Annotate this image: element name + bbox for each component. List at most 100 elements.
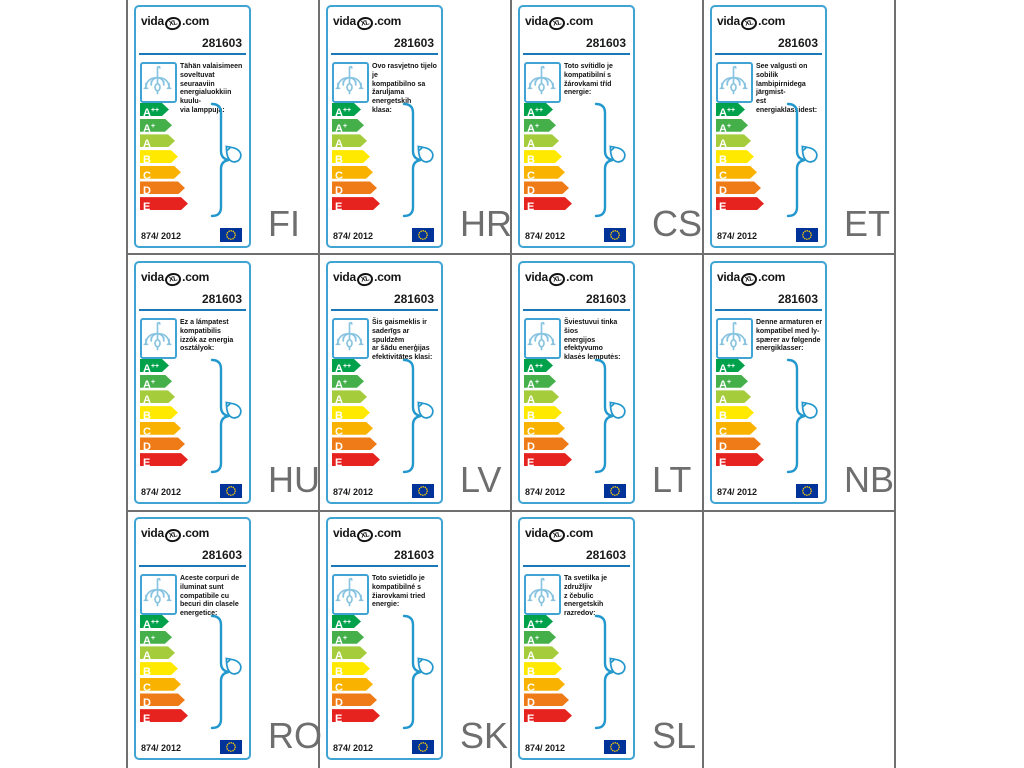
energy-class-letter: C [335,169,343,182]
energy-class-letter: D [143,441,151,454]
energy-class-arrow-C: C [524,166,565,179]
energy-label: vida XL .com 281603 [710,261,827,504]
energy-class-arrow-A+: A+ [140,375,172,388]
energy-class-arrow-C: C [716,422,757,435]
light-bulb-icon [609,401,626,419]
energy-class-letter: E [143,713,151,726]
energy-class-letter: C [719,425,727,438]
energy-class-sup: ++ [534,363,544,370]
energy-class-letter: A [143,107,151,119]
energy-class-letter: D [527,441,535,454]
energy-class-letter: A [527,634,535,647]
brand-pre: vida [525,14,548,28]
compatibility-text: Ta svetilka je združljiv z čebulic energ… [564,575,608,618]
energy-class-arrow-A+: A+ [524,375,556,388]
compatibility-text: See valgusti on sobilik lambipirnidega j… [756,63,818,114]
regulation-number: 874/ 2012 [525,487,566,497]
regulation-number: 874/ 2012 [141,743,182,753]
chandelier-icon [524,62,561,103]
vidaxl-logo: vida XL .com [141,270,209,288]
energy-class-arrow-A+: A+ [332,375,364,388]
energy-class-letter: A [143,650,151,663]
energy-class-arrow-A: A [140,646,175,659]
energy-class-arrow-B: B [332,406,370,419]
energy-class-arrow-E: E [524,709,572,722]
energy-class-arrow-A++: A++ [716,359,745,372]
energy-class-letter: E [335,713,343,726]
energy-class-letter: E [335,457,343,470]
label-cell: vida XL .com 281603 [512,512,704,768]
energy-class-arrows: A++ A+ A B C D E [332,359,380,469]
energy-class-letter: D [335,185,343,198]
light-bulb-icon [225,657,242,675]
energy-label: vida XL .com 281603 [134,261,251,504]
energy-class-arrow-A: A [332,134,367,147]
eu-flag-icon [220,228,242,242]
grid-line-horizontal [126,510,896,512]
light-bulb-icon [225,401,242,419]
energy-class-arrow-E: E [332,709,380,722]
light-bulb-icon [225,145,242,163]
energy-class-letter: A [335,138,343,151]
language-code: RO [268,715,322,756]
energy-class-arrow-A: A [332,390,367,403]
energy-class-letter: B [335,410,343,423]
label-cell: vida XL .com 281603 [512,0,704,256]
product-number: 281603 [585,548,626,562]
divider-rule [715,309,822,311]
brand-pre: vida [717,14,740,28]
chandelier-icon [524,574,561,615]
energy-class-arrow-A: A [524,134,559,147]
energy-class-letter: B [335,154,343,167]
energy-class-letter: E [143,201,151,214]
light-bulb-icon [801,145,818,163]
vidaxl-logo: vida XL .com [525,526,593,544]
chandelier-icon [140,318,177,359]
energy-class-arrow-A++: A++ [140,359,169,372]
product-number: 281603 [393,548,434,562]
energy-class-letter: E [143,457,151,470]
energy-class-letter: C [527,425,535,438]
brand-post: .com [566,526,593,540]
energy-class-sup: ++ [342,363,352,370]
light-bulb-icon [417,401,434,419]
energy-class-letter: C [335,681,343,694]
energy-class-sup: + [534,122,540,130]
divider-rule [523,309,630,311]
energy-class-letter: B [143,666,151,679]
energy-class-arrows: A++ A+ A B C D E [332,103,380,213]
energy-class-arrow-A++: A++ [524,103,553,116]
energy-class-arrow-C: C [140,166,181,179]
energy-class-sup: ++ [150,107,160,114]
divider-rule [715,53,822,55]
brand-xl-badge: XL [547,15,567,32]
energy-class-sup: + [342,634,348,642]
energy-class-sup: + [534,634,540,642]
energy-label: vida XL .com 281603 [134,5,251,248]
energy-class-arrow-A++: A++ [524,359,553,372]
energy-class-arrow-B: B [524,150,562,163]
chandelier-icon [332,62,369,103]
brand-xl-badge: XL [547,527,567,544]
energy-class-arrow-A: A [332,646,367,659]
product-number: 281603 [201,548,242,562]
energy-class-arrow-B: B [332,662,370,675]
energy-class-letter: A [143,122,151,135]
energy-class-arrow-D: D [524,437,569,450]
energy-class-letter: A [335,122,343,135]
regulation-number: 874/ 2012 [141,487,182,497]
energy-class-letter: A [143,363,151,375]
energy-class-arrow-D: D [140,693,185,706]
chandelier-icon [332,574,369,615]
energy-class-arrow-A+: A+ [332,119,364,132]
label-cell: vida XL .com 281603 [704,256,896,512]
energy-class-arrow-B: B [716,406,754,419]
label-cell: vida XL .com 281603 [320,0,512,256]
compatibility-text: Toto svietidlo je kompatibilné s žiarovk… [372,575,426,609]
energy-class-letter: B [335,666,343,679]
light-bulb-icon [609,657,626,675]
eu-flag-icon [412,228,434,242]
energy-class-arrow-A: A [140,390,175,403]
energy-class-sup: + [150,378,156,386]
